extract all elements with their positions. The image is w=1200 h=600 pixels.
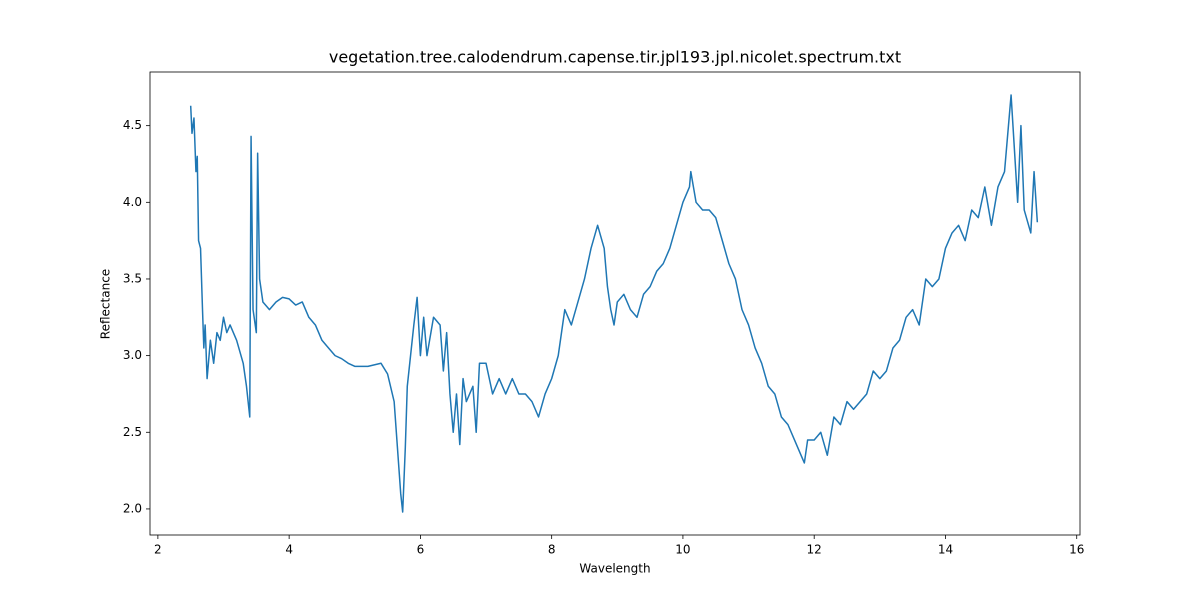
plot-frame bbox=[149, 71, 1081, 536]
x-tick-label: 6 bbox=[417, 543, 425, 557]
x-tick-label: 2 bbox=[154, 543, 162, 557]
x-axis-label: Wavelength bbox=[579, 562, 650, 576]
y-axis-label: Reflectance bbox=[99, 269, 113, 339]
y-tick-label: 4.5 bbox=[123, 118, 142, 132]
chart-title: vegetation.tree.calodendrum.capense.tir.… bbox=[329, 48, 901, 67]
y-tick-label: 3.5 bbox=[123, 271, 142, 285]
x-tick-label: 14 bbox=[938, 543, 953, 557]
x-tick-label: 8 bbox=[548, 543, 556, 557]
spectrum-line bbox=[189, 94, 1039, 513]
y-tick-label: 4.0 bbox=[123, 195, 142, 209]
y-tick-label: 2.5 bbox=[123, 425, 142, 439]
x-tick-label: 10 bbox=[675, 543, 690, 557]
x-tick-label: 12 bbox=[807, 543, 822, 557]
x-tick-label: 4 bbox=[285, 543, 293, 557]
y-tick-label: 3.0 bbox=[123, 348, 142, 362]
y-tick-label: 2.0 bbox=[123, 501, 142, 515]
x-tick-label: 16 bbox=[1069, 543, 1084, 557]
